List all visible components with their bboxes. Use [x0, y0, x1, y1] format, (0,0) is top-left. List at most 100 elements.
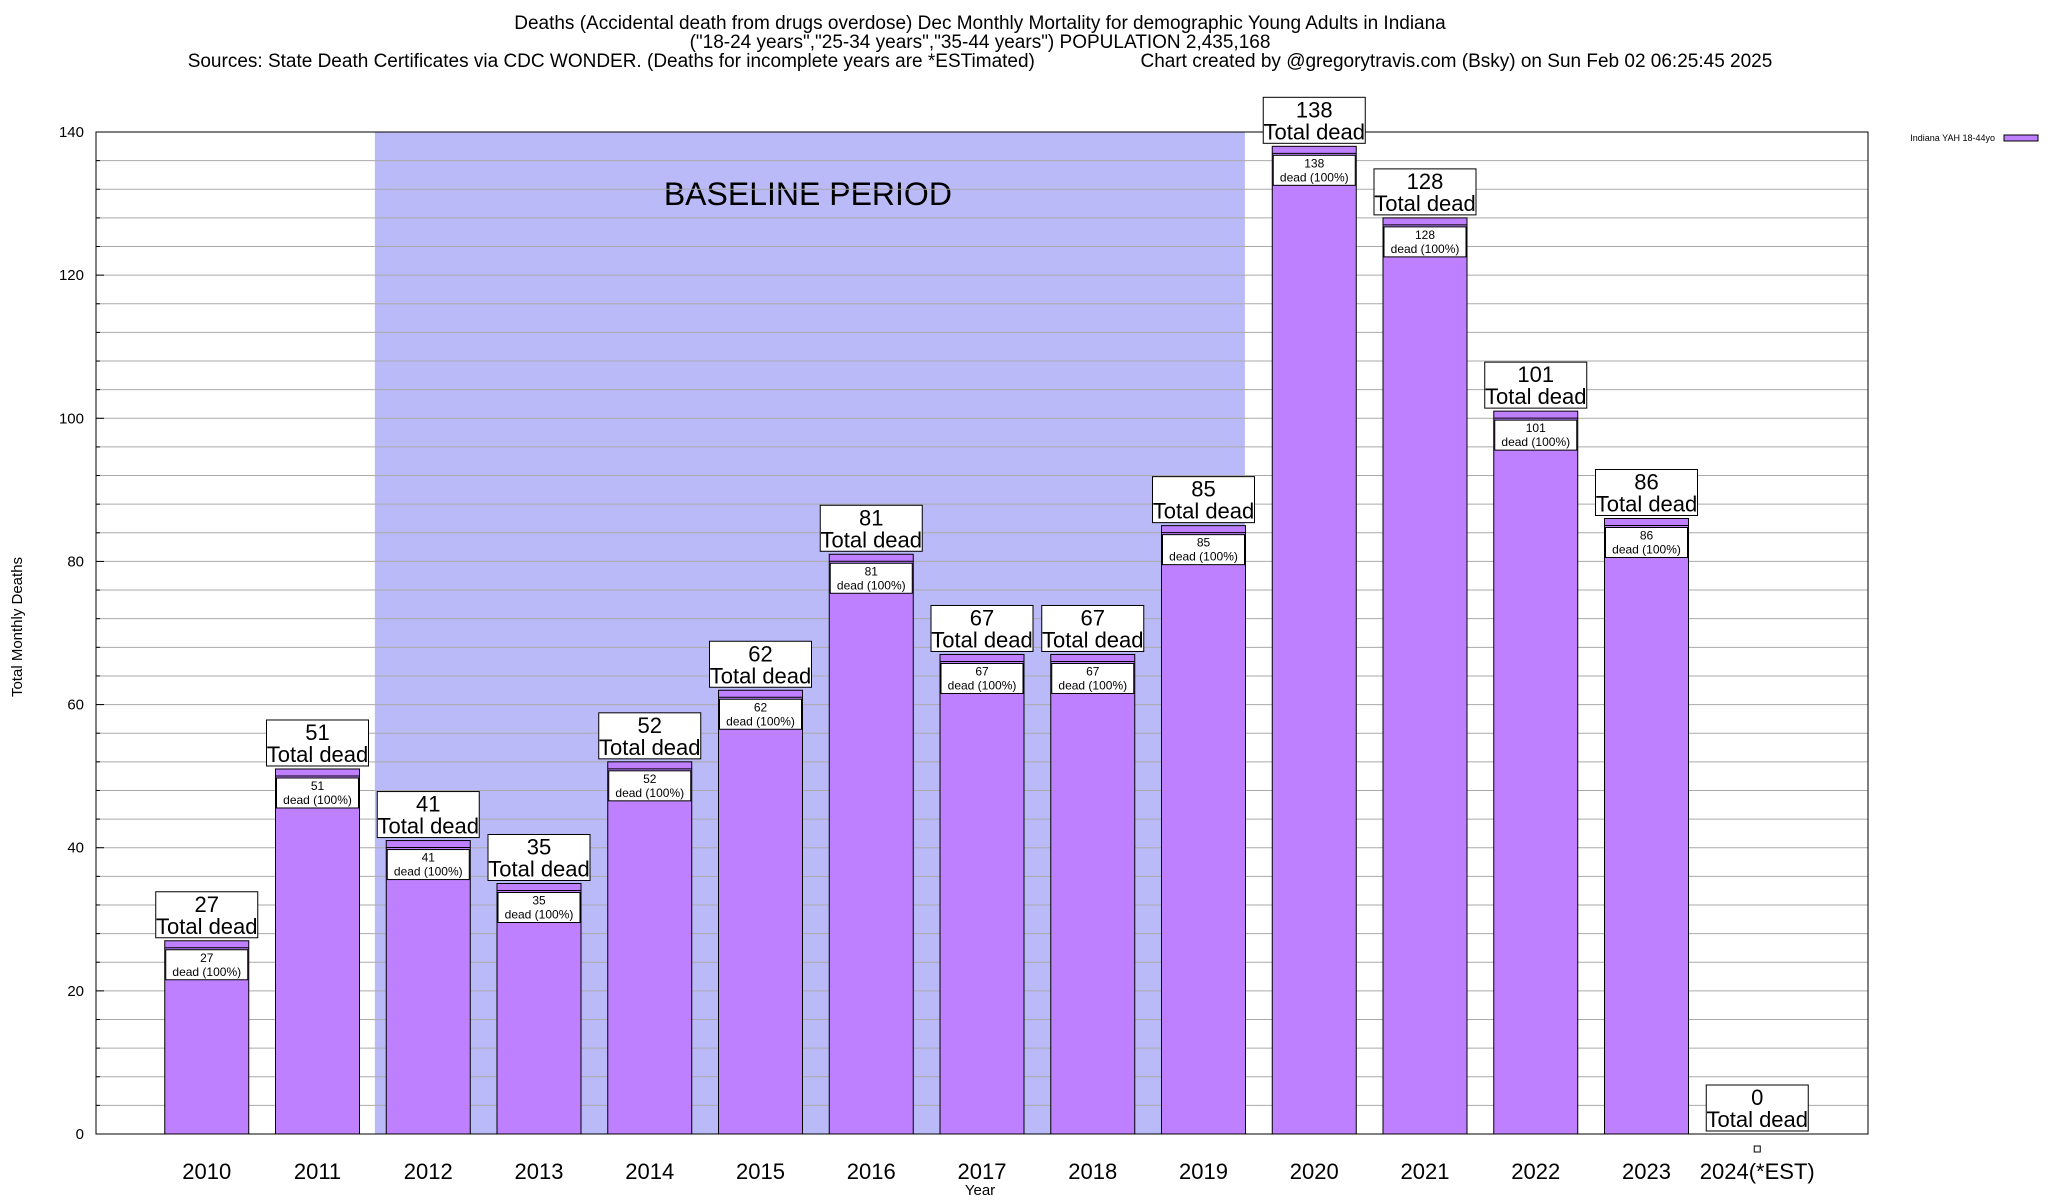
x-tick-label: 2022 [1511, 1159, 1560, 1184]
bar-inner-label-box [1051, 662, 1135, 694]
bar-inner-text: dead (100%) [615, 786, 684, 800]
bar-inner-value: 86 [1640, 528, 1654, 542]
bar-inner-value: 101 [1526, 421, 1546, 435]
y-tick-label: 80 [67, 553, 84, 570]
chart-title-line-2: ("18-24 years","25-34 years","35-44 year… [689, 32, 1271, 53]
bar-total-label-box [1041, 604, 1145, 652]
y-tick-label: 100 [59, 410, 84, 427]
x-tick-label: 2023 [1622, 1159, 1671, 1184]
bar-inner-label-box [1383, 226, 1467, 258]
x-axis-label: Year [965, 1182, 995, 1199]
x-tick-label: 2020 [1290, 1159, 1339, 1184]
y-tick-label: 140 [59, 124, 84, 141]
y-tick-label: 40 [67, 840, 84, 857]
x-tick-label: 2016 [847, 1159, 896, 1184]
bar [718, 689, 803, 1135]
bar-inner-value: 62 [754, 700, 768, 714]
bar-total-label-box [1705, 1084, 1809, 1132]
bar-total-label-box [376, 791, 480, 839]
bar-total-text: Total dead [1374, 191, 1476, 216]
y-tick-label: 120 [59, 267, 84, 284]
bar-inner-value: 67 [1086, 664, 1100, 678]
bar [1604, 517, 1689, 1135]
bar-inner-text: dead (100%) [1058, 678, 1127, 692]
bar-inner-value: 67 [975, 664, 989, 678]
bar [1382, 217, 1468, 1135]
bar [275, 768, 360, 1135]
bar-total-text: Total dead [1153, 499, 1255, 524]
bar-total-text: Total dead [267, 742, 369, 767]
bar-inner-text: dead (100%) [1501, 435, 1570, 449]
bar-inner-label-box [608, 770, 692, 802]
plot-frame [95, 131, 1869, 1135]
bar-total-text: Total dead [710, 663, 812, 688]
bar-inner-text: dead (100%) [837, 578, 906, 592]
bar-total-value: 86 [1634, 469, 1658, 494]
bar-total-label-box [819, 504, 923, 552]
x-axis-ticks: 2010 2011 2012 2013 2014 2015 2016 2017 2018 2019… [182, 1159, 1814, 1184]
bar-total-value: 67 [970, 605, 994, 630]
bar-inner-value: 128 [1415, 228, 1435, 242]
bar-total-label-box [1373, 168, 1477, 216]
bar-total-label-box [930, 604, 1034, 652]
bar [1161, 525, 1246, 1135]
bar-inner-label-box [1605, 526, 1688, 558]
bar-total-value: 138 [1296, 97, 1333, 122]
bar-total-label-box [155, 891, 259, 939]
legend: Indiana YAH 18-44yo [1910, 133, 2039, 143]
bar-total-text: Total dead [931, 627, 1033, 652]
y-tick-label: 20 [67, 983, 84, 1000]
bar-inner-text: dead (100%) [505, 908, 574, 922]
bar-total-value: 85 [1191, 477, 1215, 502]
x-tick-label: 2014 [625, 1159, 674, 1184]
chart-sources: Sources: State Death Certificates via CD… [187, 51, 1035, 72]
bar-total-value: 27 [195, 892, 219, 917]
bar [385, 840, 471, 1135]
bar-total-text: Total dead [156, 914, 258, 939]
bar-inner-value: 138 [1304, 156, 1324, 170]
bar [607, 761, 693, 1135]
bar-total-text: Total dead [1042, 627, 1144, 652]
bar-inner-text: dead (100%) [1391, 242, 1460, 256]
bar-total-value: 81 [859, 505, 883, 530]
legend-swatch [2003, 134, 2039, 142]
bar [1493, 410, 1579, 1135]
x-tick-label: 2021 [1401, 1159, 1450, 1184]
bar-inner-label-box [1494, 419, 1578, 451]
bar-inner-label-box [386, 849, 470, 881]
bar-inner-value: 27 [200, 951, 214, 965]
x-tick-label: 2024(*EST) [1700, 1159, 1815, 1184]
baseline-region-label: BASELINE PERIOD [664, 176, 952, 212]
bar-total-value: 67 [1081, 605, 1105, 630]
bar-inner-text: dead (100%) [283, 793, 352, 807]
bar-total-value: 52 [638, 713, 662, 738]
bar-inner-text: dead (100%) [948, 678, 1017, 692]
bar-total-label-box [598, 712, 702, 760]
bar-total-label-box [709, 640, 812, 688]
bar-total-value: 41 [416, 792, 440, 817]
bar-total-value: 0 [1751, 1085, 1763, 1110]
bar-inner-text: dead (100%) [1612, 542, 1681, 556]
bar-total-label-box [266, 719, 369, 767]
bar [1271, 145, 1357, 1135]
bar-inner-label-box [497, 892, 581, 923]
bar-inner-value: 51 [311, 779, 325, 793]
bar [1050, 653, 1136, 1135]
bar-total-value: 35 [527, 835, 551, 860]
plot-border [95, 131, 1869, 1135]
bar [939, 653, 1025, 1135]
chart-sources-line: Sources: State Death Certificates via CD… [0, 52, 1960, 71]
bar-inner-text: dead (100%) [726, 714, 795, 728]
y-tick-label: 60 [67, 697, 84, 714]
bar-total-text: Total dead [1706, 1107, 1808, 1132]
bar-inner-label-box [1162, 534, 1245, 566]
bar [496, 883, 582, 1135]
bar-total-label-box [1595, 468, 1698, 516]
bar-total-text: Total dead [820, 527, 922, 552]
bar-total-text: Total dead [488, 857, 590, 882]
bar-total-text: Total dead [599, 735, 701, 760]
bar-total-label-box [1152, 476, 1255, 524]
chart-credit: Chart created by @gregorytravis.com (Bsk… [1140, 51, 1773, 72]
